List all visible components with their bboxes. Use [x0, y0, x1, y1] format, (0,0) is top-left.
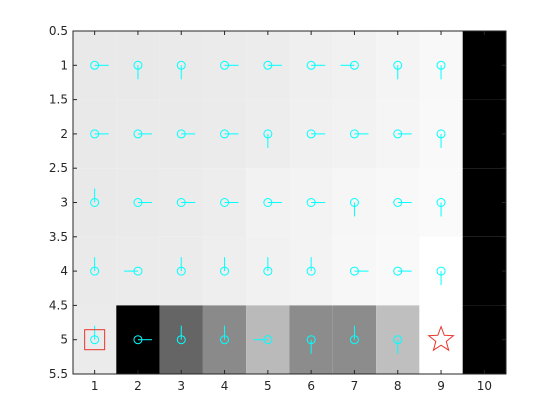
start-marker	[84, 329, 106, 351]
x-tick-label: 6	[307, 379, 315, 393]
policy-arrow	[393, 335, 403, 354]
policy-arrow	[306, 60, 326, 70]
policy-arrow	[263, 129, 273, 148]
policy-arrow	[176, 257, 186, 276]
x-tick-label: 5	[264, 379, 272, 393]
heatmap-cell	[202, 31, 247, 100]
policy-arrow	[349, 198, 359, 217]
y-tick-label: 2	[60, 127, 68, 141]
x-tick-label: 9	[437, 379, 445, 393]
policy-arrow	[133, 335, 152, 345]
policy-arrow	[263, 257, 273, 276]
policy-arrow	[133, 198, 152, 207]
policy-arrow	[90, 60, 109, 70]
y-tick-label: 5	[60, 333, 68, 347]
policy-arrow	[176, 60, 186, 80]
policy-arrow	[436, 60, 446, 80]
policy-arrow	[436, 198, 446, 217]
heatmap-cell	[462, 31, 506, 100]
heatmap-cell	[116, 236, 160, 306]
x-tick-label: 2	[134, 379, 142, 393]
policy-arrow	[393, 266, 412, 276]
policy-arrows	[90, 60, 446, 354]
goal-star-marker	[427, 325, 455, 352]
x-tick-label: 7	[351, 379, 359, 393]
policy-arrow	[349, 129, 369, 139]
y-tick-label: 1.5	[49, 93, 68, 107]
heatmap-cell	[202, 99, 247, 169]
policy-arrow	[176, 129, 196, 139]
policy-arrow	[436, 129, 446, 148]
policy-arrow	[133, 129, 152, 139]
policy-arrow	[306, 198, 326, 207]
policy-arrow	[340, 60, 359, 70]
policy-arrow	[349, 266, 369, 276]
markers	[84, 325, 455, 352]
policy-arrow	[306, 257, 316, 276]
heatmap-cell	[462, 236, 506, 306]
policy-arrow	[220, 60, 239, 70]
y-tick-label: 1	[60, 58, 68, 72]
heatmap-cells	[73, 31, 506, 374]
axes: 1 2 3 4 5 6 7 8 9 10 0.5 1 1.5 2 2.5 3 3.5 4 4.5 5 5.5	[49, 24, 506, 393]
policy-arrow	[393, 198, 412, 207]
policy-arrow	[306, 129, 326, 139]
heatmap-cell	[332, 236, 377, 306]
policy-arrow	[220, 198, 239, 207]
x-tick-label: 1	[91, 379, 99, 393]
x-tick-label: 4	[221, 379, 229, 393]
heatmap-cell	[462, 99, 506, 169]
policy-arrow	[436, 266, 446, 286]
x-tick-label: 10	[477, 379, 492, 393]
policy-arrow	[176, 325, 186, 345]
policy-arrow	[123, 266, 143, 276]
policy-arrow	[90, 129, 109, 139]
heatmap-cell	[419, 305, 463, 374]
y-tick-label: 3	[60, 196, 68, 210]
y-tick-label: 5.5	[49, 367, 68, 381]
x-tick-label: 3	[177, 379, 185, 393]
policy-arrow	[253, 335, 273, 345]
y-tick-label: 2.5	[49, 161, 68, 175]
heatmap-cell	[332, 99, 377, 169]
policy-arrow	[263, 60, 282, 70]
policy-arrow	[220, 325, 230, 345]
y-tick-label: 4	[60, 264, 68, 278]
policy-arrow	[90, 325, 100, 345]
policy-arrow	[220, 129, 239, 139]
y-tick-label: 3.5	[49, 230, 68, 244]
policy-arrow	[306, 335, 316, 354]
policy-arrow	[220, 257, 230, 276]
policy-arrow	[90, 188, 100, 207]
policy-arrow	[393, 60, 403, 80]
y-tick-label: 0.5	[49, 24, 68, 38]
x-tick-label: 8	[394, 379, 402, 393]
heatmap-cell	[462, 305, 506, 374]
policy-arrow	[176, 198, 196, 207]
policy-arrow	[263, 198, 282, 207]
policy-arrow	[349, 325, 359, 345]
policy-arrow	[393, 129, 412, 139]
policy-arrow	[133, 60, 143, 80]
policy-arrow	[90, 257, 100, 276]
heatmap-cell	[202, 168, 247, 237]
heatmap-cell	[462, 168, 506, 237]
y-tick-label: 4.5	[49, 298, 68, 312]
